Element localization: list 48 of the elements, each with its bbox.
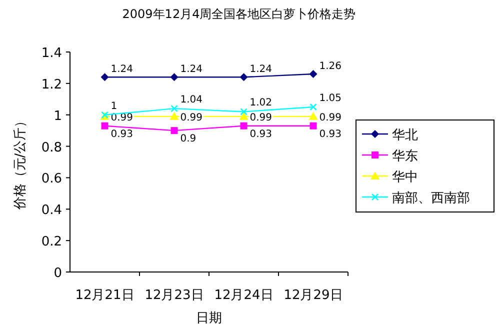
legend-label: 华北 <box>392 128 418 143</box>
point <box>170 104 178 112</box>
point <box>170 73 178 82</box>
y-tick-label: 0.8 <box>41 140 62 156</box>
y-tick-label: 0.6 <box>41 172 62 187</box>
data-label: 1.05 <box>319 93 342 104</box>
point <box>240 122 248 130</box>
data-label: 0.99 <box>250 112 272 124</box>
data-label: 1.24 <box>110 64 134 76</box>
y-tick-label: 1 <box>54 108 62 124</box>
x-tick-label: 12月29日 <box>284 288 343 303</box>
x-axis-title: 日期 <box>196 311 222 326</box>
x-tick-label: 12月23日 <box>144 288 204 303</box>
chart-title: 2009年12月4周全国各地区白萝卜价格走势 <box>122 7 356 21</box>
y-tick-label: 1.4 <box>41 46 62 61</box>
point <box>170 127 178 134</box>
point <box>100 73 109 82</box>
data-label: 0.9 <box>180 134 196 145</box>
point <box>308 112 318 120</box>
x-tick-label: 12月21日 <box>75 288 134 303</box>
legend-label: 华中 <box>392 170 418 185</box>
point <box>170 112 179 120</box>
x-tick-label: 12月24日 <box>214 288 274 303</box>
point <box>239 112 248 120</box>
data-label: 1.04 <box>180 94 203 106</box>
y-tick-label: 1.2 <box>41 77 62 92</box>
point <box>240 73 248 82</box>
data-label: 1 <box>110 100 118 112</box>
point <box>310 103 317 111</box>
data-label: 1.24 <box>250 64 272 76</box>
y-tick-label: 0.4 <box>41 203 62 218</box>
data-label: 1.24 <box>180 64 203 76</box>
point <box>310 122 317 130</box>
y-tick-label: 0 <box>54 266 62 281</box>
data-label: 0.93 <box>319 128 342 140</box>
point <box>240 108 248 116</box>
legend-label: 华东 <box>392 149 418 164</box>
legend-label: 南部、西南部 <box>392 191 470 206</box>
point <box>101 122 108 130</box>
data-label: 1.26 <box>319 61 342 72</box>
data-label: 0.99 <box>319 112 342 124</box>
data-label: 0.99 <box>180 112 203 124</box>
data-label: 0.93 <box>250 128 272 140</box>
data-label: 0.93 <box>110 128 134 140</box>
point <box>309 70 318 78</box>
data-label: 1.02 <box>250 98 272 109</box>
y-axis-title: 价格（元/公斤） <box>13 114 28 211</box>
y-tick-label: 0.2 <box>41 234 62 250</box>
